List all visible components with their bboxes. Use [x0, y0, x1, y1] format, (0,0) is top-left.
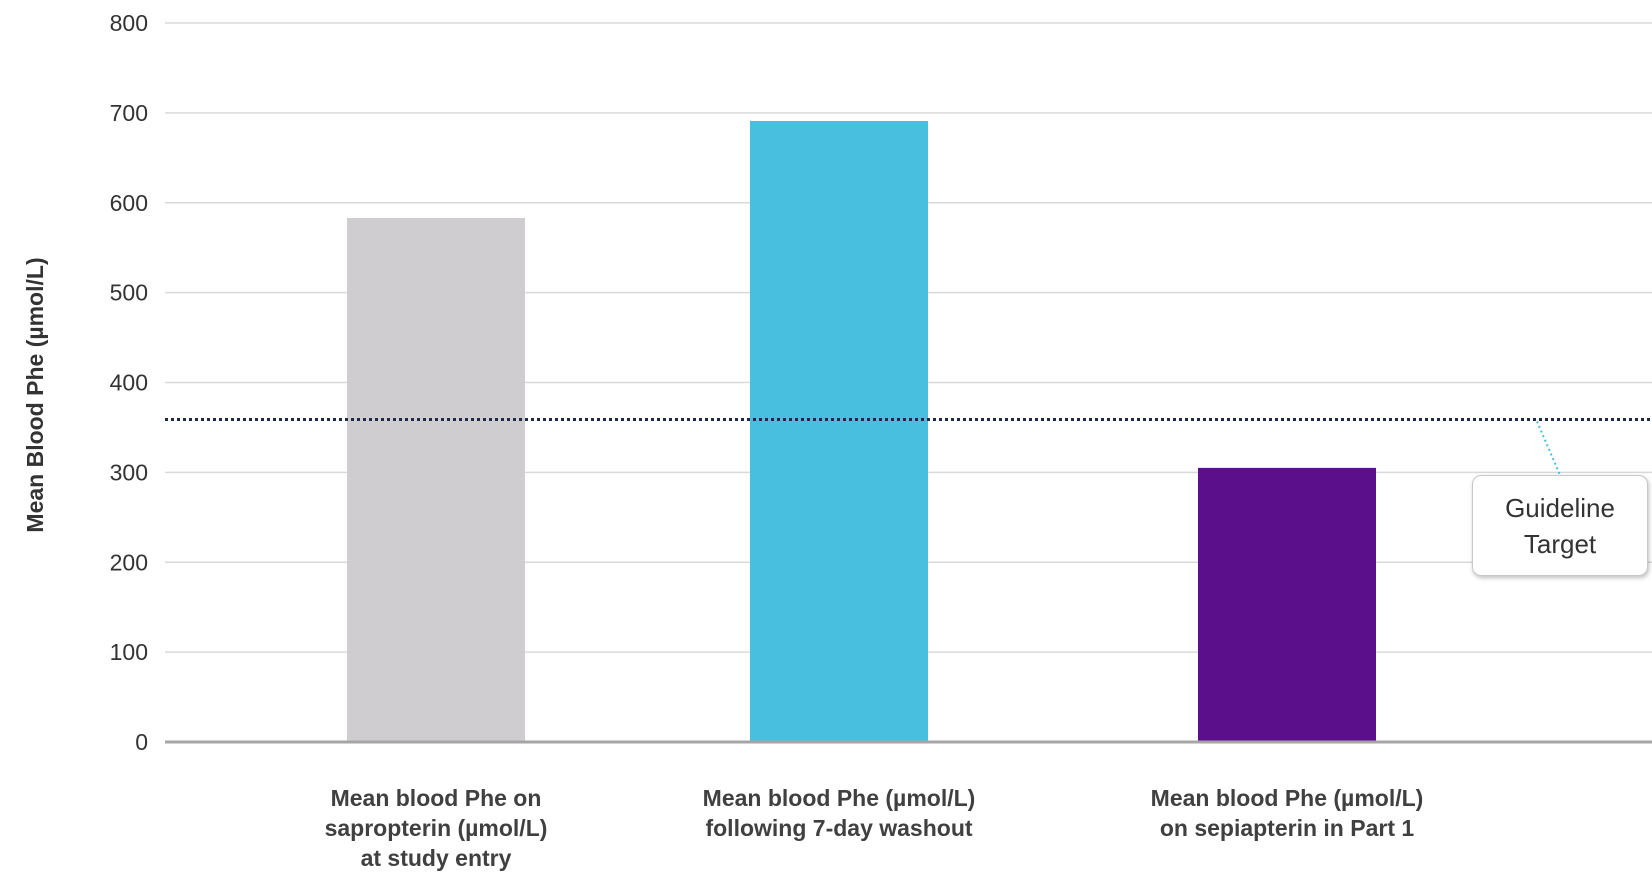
bar-1 — [347, 218, 525, 742]
y-axis-label: Mean Blood Phe (µmol/L) — [22, 257, 48, 532]
y-tick-label: 500 — [110, 280, 148, 306]
callout-line-2: Target — [1523, 528, 1597, 559]
guideline-target-callout: Guideline Target — [1472, 475, 1648, 576]
bars — [347, 120, 1376, 743]
callout-line-1: Guideline — [1505, 492, 1615, 523]
y-tick-label: 600 — [110, 190, 148, 216]
y-tick-label: 800 — [110, 10, 148, 36]
y-tick-label: 0 — [135, 729, 148, 755]
x-category-label-3: Mean blood Phe (µmol/L) on sepiapterin in… — [1097, 783, 1477, 843]
bar-2 — [750, 120, 928, 743]
category-label-line: Mean blood Phe (µmol/L) — [702, 785, 976, 811]
x-category-label-2: Mean blood Phe (µmol/L) following 7-day w… — [649, 783, 1029, 843]
y-tick-label: 700 — [110, 100, 148, 126]
category-label-line: sapropterin (µmol/L) — [324, 815, 548, 841]
bar-3 — [1198, 467, 1376, 742]
callout-leader-line — [1536, 421, 1561, 476]
x-category-label-1: Mean blood Phe on sapropterin (µmol/L) at … — [246, 783, 626, 873]
category-label-line: following 7-day washout — [705, 815, 973, 841]
y-tick-label: 300 — [110, 459, 148, 485]
category-label-line: on sepiapterin in Part 1 — [1159, 815, 1415, 841]
category-label-line: at study entry — [360, 845, 512, 871]
y-tick-label: 100 — [110, 639, 148, 665]
category-label-line: Mean blood Phe on — [330, 785, 542, 811]
category-label-line: Mean blood Phe (µmol/L) — [1150, 785, 1424, 811]
y-tick-label: 400 — [110, 370, 148, 396]
y-axis-ticks: 0 100 200 300 400 500 600 700 800 — [110, 10, 148, 755]
y-tick-label: 200 — [110, 549, 148, 575]
